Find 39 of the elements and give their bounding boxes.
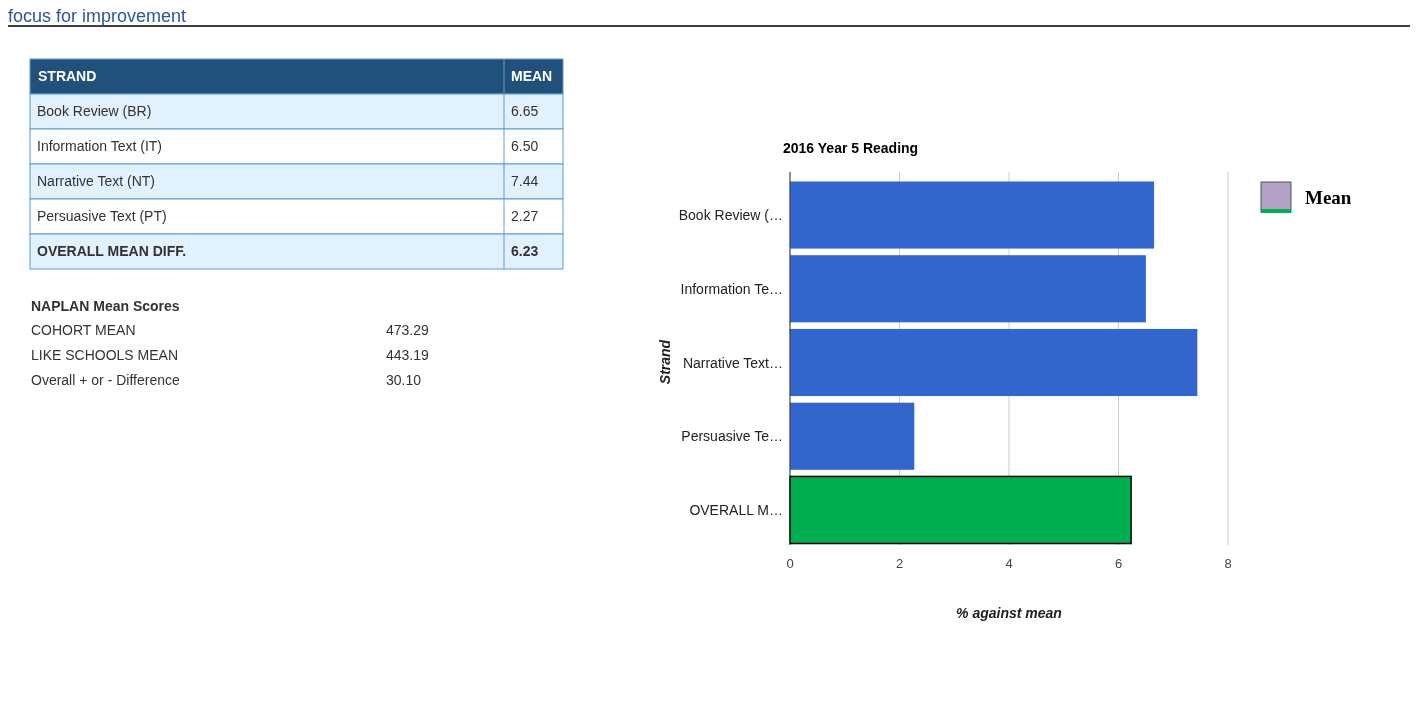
text: MEAN [511, 68, 553, 84]
text: Book Review (BR) [37, 103, 152, 119]
text: 6.50 [511, 138, 539, 154]
y-tick-label: Book Review (… [678, 207, 783, 224]
bar [790, 402, 915, 470]
text: STRAND [38, 68, 97, 84]
text: 6.23 [511, 243, 539, 259]
y-axis-title: Strand [657, 339, 673, 385]
text: 443.19 [386, 347, 430, 363]
text: focus for improvement [8, 6, 187, 26]
text: COHORT MEAN [31, 322, 136, 338]
x-tick-label: 2 [895, 556, 904, 571]
text: Mean [1305, 187, 1352, 208]
text: OVERALL MEAN DIFF. [37, 243, 187, 259]
text: 7.44 [511, 173, 539, 189]
bar [790, 255, 1146, 323]
y-tick-label: OVERALL M… [689, 501, 783, 518]
x-tick-label: 6 [1114, 556, 1123, 571]
text: Information Text (IT) [37, 138, 163, 154]
y-tick-label: Persuasive Te… [681, 428, 783, 445]
x-tick-label: 4 [1005, 556, 1013, 571]
x-tick-label: 8 [1224, 556, 1232, 571]
bar [789, 475, 1132, 545]
x-tick-label: 0 [786, 556, 794, 571]
text: Overall + or - Difference [31, 372, 180, 388]
text: 2.27 [511, 208, 539, 224]
y-tick-label: Narrative Text… [682, 354, 783, 371]
bar [790, 181, 1155, 249]
text: Persuasive Text (PT) [37, 208, 167, 224]
text: LIKE SCHOOLS MEAN [31, 347, 179, 363]
text: 473.29 [386, 322, 430, 338]
text: 30.10 [386, 372, 422, 388]
x-axis-title: % against mean [956, 605, 1062, 621]
chart-title: 2016 Year 5 Reading [783, 140, 919, 156]
y-tick-label: Information Te… [680, 280, 783, 297]
bar [790, 328, 1198, 397]
text: Narrative Text (NT) [37, 173, 155, 189]
text: 6.65 [511, 103, 539, 119]
text: NAPLAN Mean Scores [31, 298, 180, 314]
